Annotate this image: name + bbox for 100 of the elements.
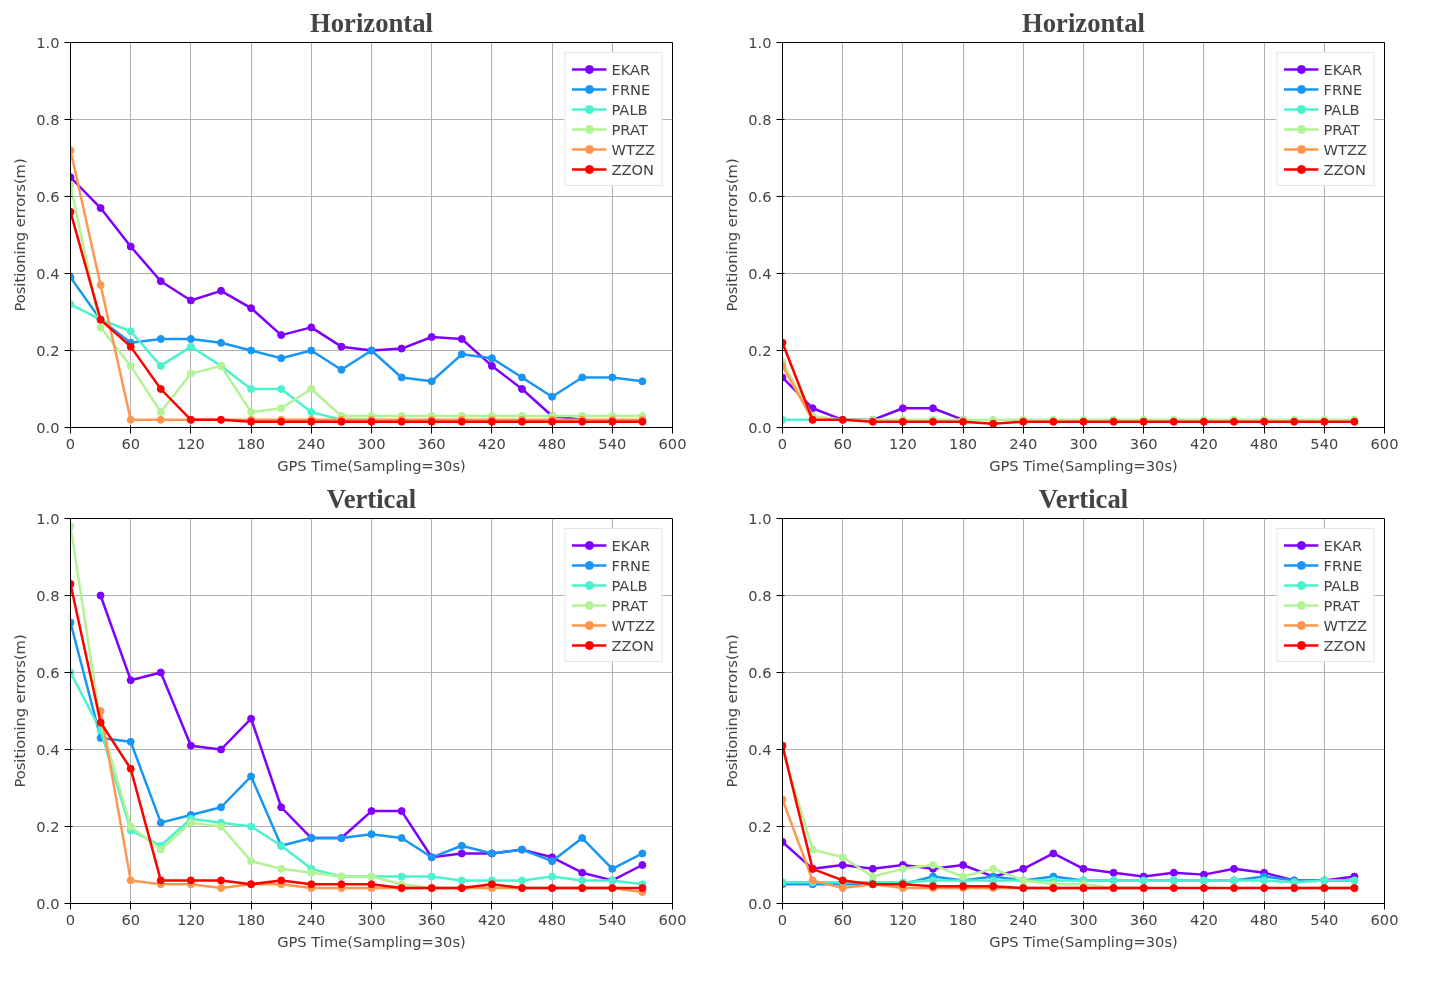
y-tick-label: 0.2 <box>748 341 772 359</box>
y-axis-title: Positioning errors(m) <box>11 634 29 788</box>
y-tick-label: 0.0 <box>36 418 60 436</box>
y-tick-label: 0.6 <box>36 663 60 681</box>
x-tick-label: 240 <box>297 434 326 452</box>
legend-label: PALB <box>1323 100 1360 118</box>
legend-label: FRNE <box>611 556 651 574</box>
y-tick-label: 0.2 <box>748 817 772 835</box>
x-tick-label: 420 <box>1189 434 1218 452</box>
y-axis-title: Positioning errors(m) <box>11 158 29 312</box>
chart-title: Vertical <box>326 483 417 514</box>
legend-label: WTZZ <box>611 616 655 634</box>
x-tick-label: 300 <box>357 434 386 452</box>
x-tick-label: 600 <box>658 434 687 452</box>
x-tick-label: 120 <box>176 434 205 452</box>
x-tick-label: 180 <box>949 434 978 452</box>
y-tick-label: 0.4 <box>36 264 60 282</box>
y-tick-label: 0.6 <box>748 187 772 205</box>
legend-label: PRAT <box>1323 596 1360 614</box>
x-tick-label: 480 <box>538 434 567 452</box>
x-tick-label: 0 <box>777 910 788 928</box>
legend-label: ZZON <box>611 160 655 178</box>
x-tick-label: 540 <box>598 434 627 452</box>
x-axis-title: GPS Time(Sampling=30s) <box>989 932 1178 950</box>
x-tick-label: 0 <box>65 434 76 452</box>
x-tick-label: 60 <box>833 910 853 928</box>
y-tick-label: 0.0 <box>748 418 772 436</box>
chart-title: Vertical <box>1038 483 1129 514</box>
x-tick-label: 480 <box>1250 910 1279 928</box>
x-tick-label: 300 <box>1069 434 1098 452</box>
y-tick-label: 1.0 <box>36 33 60 51</box>
y-tick-label: 0.6 <box>748 663 772 681</box>
x-tick-label: 360 <box>417 434 446 452</box>
x-tick-label: 540 <box>1310 910 1339 928</box>
y-tick-label: 0.8 <box>36 110 60 128</box>
x-tick-label: 480 <box>538 910 567 928</box>
y-tick-label: 0.6 <box>36 187 60 205</box>
legend-label: WTZZ <box>1323 616 1367 634</box>
legend-label: PRAT <box>611 596 648 614</box>
x-tick-label: 60 <box>121 434 141 452</box>
legend-label: EKAR <box>1323 60 1363 78</box>
y-tick-label: 1.0 <box>36 509 60 527</box>
legend-label: FRNE <box>1323 80 1363 98</box>
y-tick-label: 0.4 <box>748 740 772 758</box>
x-tick-label: 480 <box>1250 434 1279 452</box>
x-tick-label: 120 <box>888 434 917 452</box>
x-tick-label: 540 <box>1310 434 1339 452</box>
x-tick-label: 360 <box>1129 434 1158 452</box>
x-tick-label: 240 <box>297 910 326 928</box>
x-tick-label: 540 <box>598 910 627 928</box>
y-tick-label: 0.8 <box>748 586 772 604</box>
x-tick-label: 120 <box>888 910 917 928</box>
x-tick-label: 180 <box>237 910 266 928</box>
legend-label: EKAR <box>611 536 651 554</box>
chart-title: Horizontal <box>310 7 433 38</box>
y-tick-label: 0.2 <box>36 341 60 359</box>
legend-label: PRAT <box>611 120 648 138</box>
x-tick-label: 180 <box>949 910 978 928</box>
x-tick-label: 600 <box>1370 434 1399 452</box>
x-tick-label: 420 <box>1189 910 1218 928</box>
legend-label: ZZON <box>1323 160 1367 178</box>
legend-label: EKAR <box>611 60 651 78</box>
legend-label: WTZZ <box>1323 140 1367 158</box>
legend-label: PALB <box>611 100 648 118</box>
legend-label: ZZON <box>1323 636 1367 654</box>
x-tick-label: 300 <box>357 910 386 928</box>
x-tick-label: 360 <box>417 910 446 928</box>
x-tick-label: 120 <box>176 910 205 928</box>
x-tick-label: 0 <box>777 434 788 452</box>
x-tick-label: 300 <box>1069 910 1098 928</box>
x-tick-label: 60 <box>121 910 141 928</box>
y-axis-title: Positioning errors(m) <box>723 634 741 788</box>
y-tick-label: 1.0 <box>748 509 772 527</box>
chart-title: Horizontal <box>1022 7 1145 38</box>
y-axis-title: Positioning errors(m) <box>723 158 741 312</box>
legend-label: FRNE <box>611 80 651 98</box>
legend-label: FRNE <box>1323 556 1363 574</box>
x-tick-label: 0 <box>65 910 76 928</box>
x-tick-label: 420 <box>477 910 506 928</box>
y-tick-label: 0.8 <box>748 110 772 128</box>
x-tick-label: 240 <box>1009 910 1038 928</box>
legend-label: PALB <box>611 576 648 594</box>
y-tick-label: 0.4 <box>748 264 772 282</box>
legend-label: PRAT <box>1323 120 1360 138</box>
y-tick-label: 0.0 <box>36 894 60 912</box>
x-tick-label: 240 <box>1009 434 1038 452</box>
y-tick-label: 0.4 <box>36 740 60 758</box>
y-tick-label: 0.0 <box>748 894 772 912</box>
legend-label: WTZZ <box>611 140 655 158</box>
x-tick-label: 600 <box>658 910 687 928</box>
x-axis-title: GPS Time(Sampling=30s) <box>989 456 1178 474</box>
x-axis-title: GPS Time(Sampling=30s) <box>277 932 466 950</box>
x-tick-label: 60 <box>833 434 853 452</box>
x-tick-label: 360 <box>1129 910 1158 928</box>
y-tick-label: 1.0 <box>748 33 772 51</box>
legend-label: ZZON <box>611 636 655 654</box>
x-tick-label: 420 <box>477 434 506 452</box>
legend-label: PALB <box>1323 576 1360 594</box>
y-tick-label: 0.2 <box>36 817 60 835</box>
x-axis-title: GPS Time(Sampling=30s) <box>277 456 466 474</box>
